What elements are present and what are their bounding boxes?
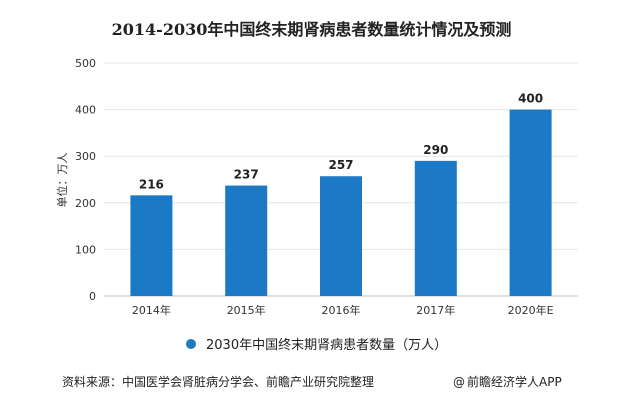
source-note: 资料来源：中国医学会肾脏病分学会、前瞻产业研究院整理 xyxy=(62,375,375,389)
y-tick-label: 100 xyxy=(75,243,96,256)
legend: 2030年中国终末期肾病患者数量（万人） xyxy=(186,334,447,353)
legend-label: 2030年中国终末期肾病患者数量（万人） xyxy=(206,338,448,353)
data-label: 257 xyxy=(328,158,353,172)
chart-title: 2014-2030年中国终末期肾病患者数量统计情况及预测 xyxy=(111,20,512,39)
y-tick-label: 0 xyxy=(89,290,96,303)
x-tick-label: 2020年E xyxy=(508,303,554,317)
x-tick-label: 2014年 xyxy=(132,303,171,317)
y-tick-label: 500 xyxy=(75,57,96,70)
credit-symbol: @ xyxy=(453,374,465,389)
bar xyxy=(509,109,552,296)
data-label: 216 xyxy=(139,177,164,191)
y-tick-label: 400 xyxy=(75,104,96,117)
x-tick-label: 2015年 xyxy=(227,303,266,317)
bar xyxy=(130,195,173,296)
x-tick-label: 2017年 xyxy=(416,303,455,317)
x-tick-label: 2016年 xyxy=(322,303,361,317)
y-tick-label: 200 xyxy=(75,197,96,210)
y-tick-label: 300 xyxy=(75,150,96,163)
bar xyxy=(320,176,362,296)
credit: @ 前瞻经济学人APP xyxy=(453,373,562,390)
data-label: 237 xyxy=(234,168,259,182)
bar xyxy=(414,160,457,296)
credit-label: 前瞻经济学人APP xyxy=(467,375,562,389)
bar xyxy=(225,185,268,296)
legend-marker xyxy=(186,338,196,349)
y-axis-label: 单位：万人 xyxy=(55,153,69,208)
data-label: 400 xyxy=(518,92,543,106)
data-label: 290 xyxy=(423,143,448,157)
